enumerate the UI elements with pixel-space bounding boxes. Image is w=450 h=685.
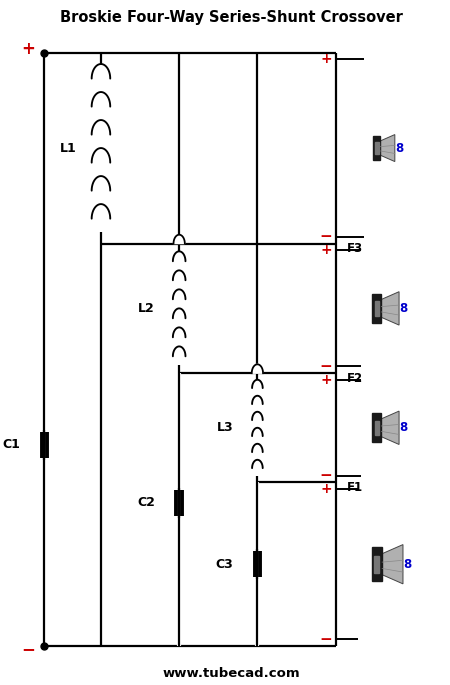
Text: −: −: [320, 229, 333, 245]
Text: 8: 8: [395, 142, 403, 155]
Text: C3: C3: [216, 558, 234, 571]
Polygon shape: [381, 292, 399, 325]
Text: +: +: [320, 373, 332, 387]
Bar: [374, 136, 381, 160]
Text: +: +: [320, 243, 332, 258]
Bar: [372, 547, 382, 582]
Text: F2: F2: [346, 372, 363, 385]
Text: −: −: [320, 468, 333, 483]
Bar: [375, 142, 378, 154]
Text: 8: 8: [403, 558, 411, 571]
Bar: [373, 294, 381, 323]
Text: +: +: [21, 40, 35, 58]
Polygon shape: [381, 134, 395, 162]
Text: L3: L3: [216, 421, 233, 434]
Text: C2: C2: [137, 497, 155, 510]
Text: 8: 8: [399, 302, 407, 315]
Text: +: +: [320, 52, 332, 66]
Text: L2: L2: [138, 302, 155, 315]
Text: Broskie Four-Way Series-Shunt Crossover: Broskie Four-Way Series-Shunt Crossover: [60, 10, 403, 25]
Text: +: +: [320, 482, 332, 496]
Text: C1: C1: [3, 438, 21, 451]
Text: www.tubecad.com: www.tubecad.com: [162, 667, 300, 680]
Text: −: −: [21, 640, 35, 658]
Bar: [374, 556, 379, 573]
Polygon shape: [174, 235, 185, 244]
Polygon shape: [382, 545, 403, 584]
Bar: [375, 421, 379, 435]
Text: F1: F1: [346, 481, 363, 494]
Text: −: −: [320, 359, 333, 374]
Text: L1: L1: [60, 142, 77, 155]
Polygon shape: [381, 411, 399, 445]
Bar: [375, 301, 379, 316]
Polygon shape: [252, 364, 263, 373]
Text: −: −: [320, 632, 333, 647]
Text: F3: F3: [346, 242, 363, 256]
Text: 8: 8: [399, 421, 407, 434]
Bar: [373, 413, 381, 443]
